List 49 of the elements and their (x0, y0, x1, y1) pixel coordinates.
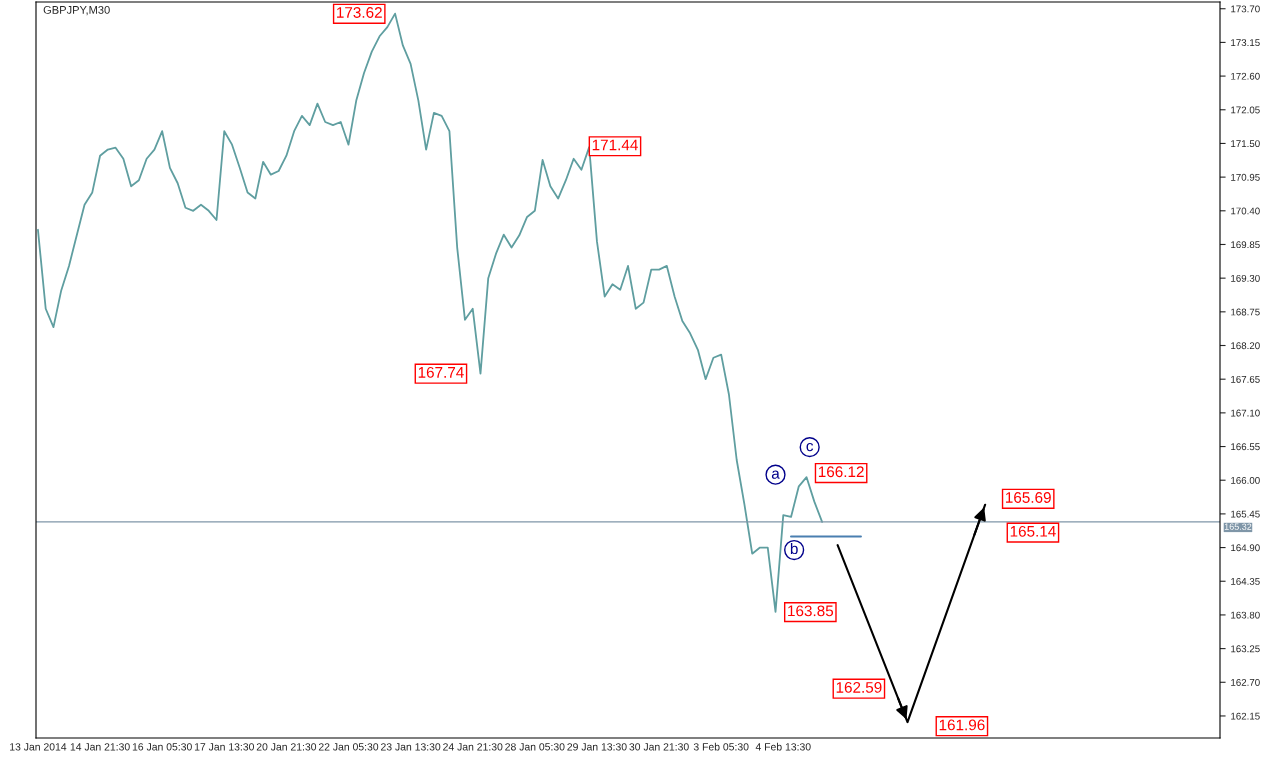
annotation: b (790, 542, 798, 555)
annotation: 165.69 (1006, 492, 1051, 503)
x-tick-label: 3 Feb 05:30 (693, 742, 749, 751)
x-tick-label: 14 Jan 21:30 (70, 743, 130, 751)
y-tick-label: 168.20 (1231, 342, 1260, 350)
annotation: 162.59 (836, 681, 882, 693)
y-tick-label: 163.25 (1231, 645, 1260, 653)
y-tick-label: 162.70 (1231, 679, 1260, 686)
y-tick-label: 170.95 (1231, 173, 1260, 181)
x-tick-label: 28 Jan 05:30 (505, 743, 565, 751)
y-tick-label: 173.70 (1231, 5, 1260, 13)
x-tick-label: 30 Jan 21:30 (629, 743, 689, 751)
annotation: 166.12 (818, 466, 864, 478)
y-tick-label: 173.15 (1231, 39, 1260, 47)
x-tick-label: 22 Jan 05:30 (318, 743, 379, 751)
y-tick-label: 172.60 (1231, 72, 1260, 80)
annotation: 161.96 (939, 719, 985, 731)
y-tick-label: 165.45 (1231, 510, 1260, 518)
y-tick-label: 172.05 (1231, 106, 1260, 114)
y-tick-label: 168.75 (1231, 308, 1260, 316)
y-tick-label: 167.65 (1231, 375, 1260, 383)
chart-title: GBPJPY,M30 (43, 5, 110, 16)
y-tick-label: 162.15 (1231, 712, 1260, 720)
annotation: 167.74 (418, 366, 464, 378)
y-tick-label: 164.35 (1231, 577, 1260, 585)
x-tick-label: 13 Jan 2014 (10, 743, 67, 751)
ref-line-label: 165.32 (1224, 523, 1252, 530)
x-tick-label: 23 Jan 13:30 (381, 743, 441, 751)
y-tick-label: 163.80 (1231, 611, 1260, 619)
y-tick-label: 164.90 (1231, 544, 1260, 552)
y-tick-label: 169.30 (1231, 274, 1260, 282)
annotation: a (771, 470, 780, 479)
x-tick-label: 29 Jan 13:30 (567, 743, 627, 751)
x-tick-label: 4 Feb 13:30 (755, 742, 811, 751)
y-tick-label: 167.10 (1231, 409, 1260, 417)
x-tick-label: 20 Jan 21:30 (256, 743, 317, 751)
x-tick-label: 17 Jan 13:30 (194, 743, 254, 751)
x-tick-label: 16 Jan 05:30 (132, 743, 192, 751)
x-tick-label: 24 Jan 21:30 (443, 743, 503, 751)
y-tick-label: 166.00 (1231, 476, 1260, 484)
y-tick-label: 166.55 (1231, 443, 1260, 451)
annotation: 165.14 (1010, 525, 1056, 537)
annotation: 171.44 (592, 139, 638, 151)
annotation: c (806, 442, 814, 452)
annotation: 173.62 (337, 7, 382, 18)
y-tick-label: 170.40 (1231, 207, 1260, 215)
y-tick-label: 169.85 (1231, 241, 1260, 249)
annotation: 163.85 (788, 605, 834, 617)
y-tick-label: 171.50 (1231, 140, 1260, 148)
